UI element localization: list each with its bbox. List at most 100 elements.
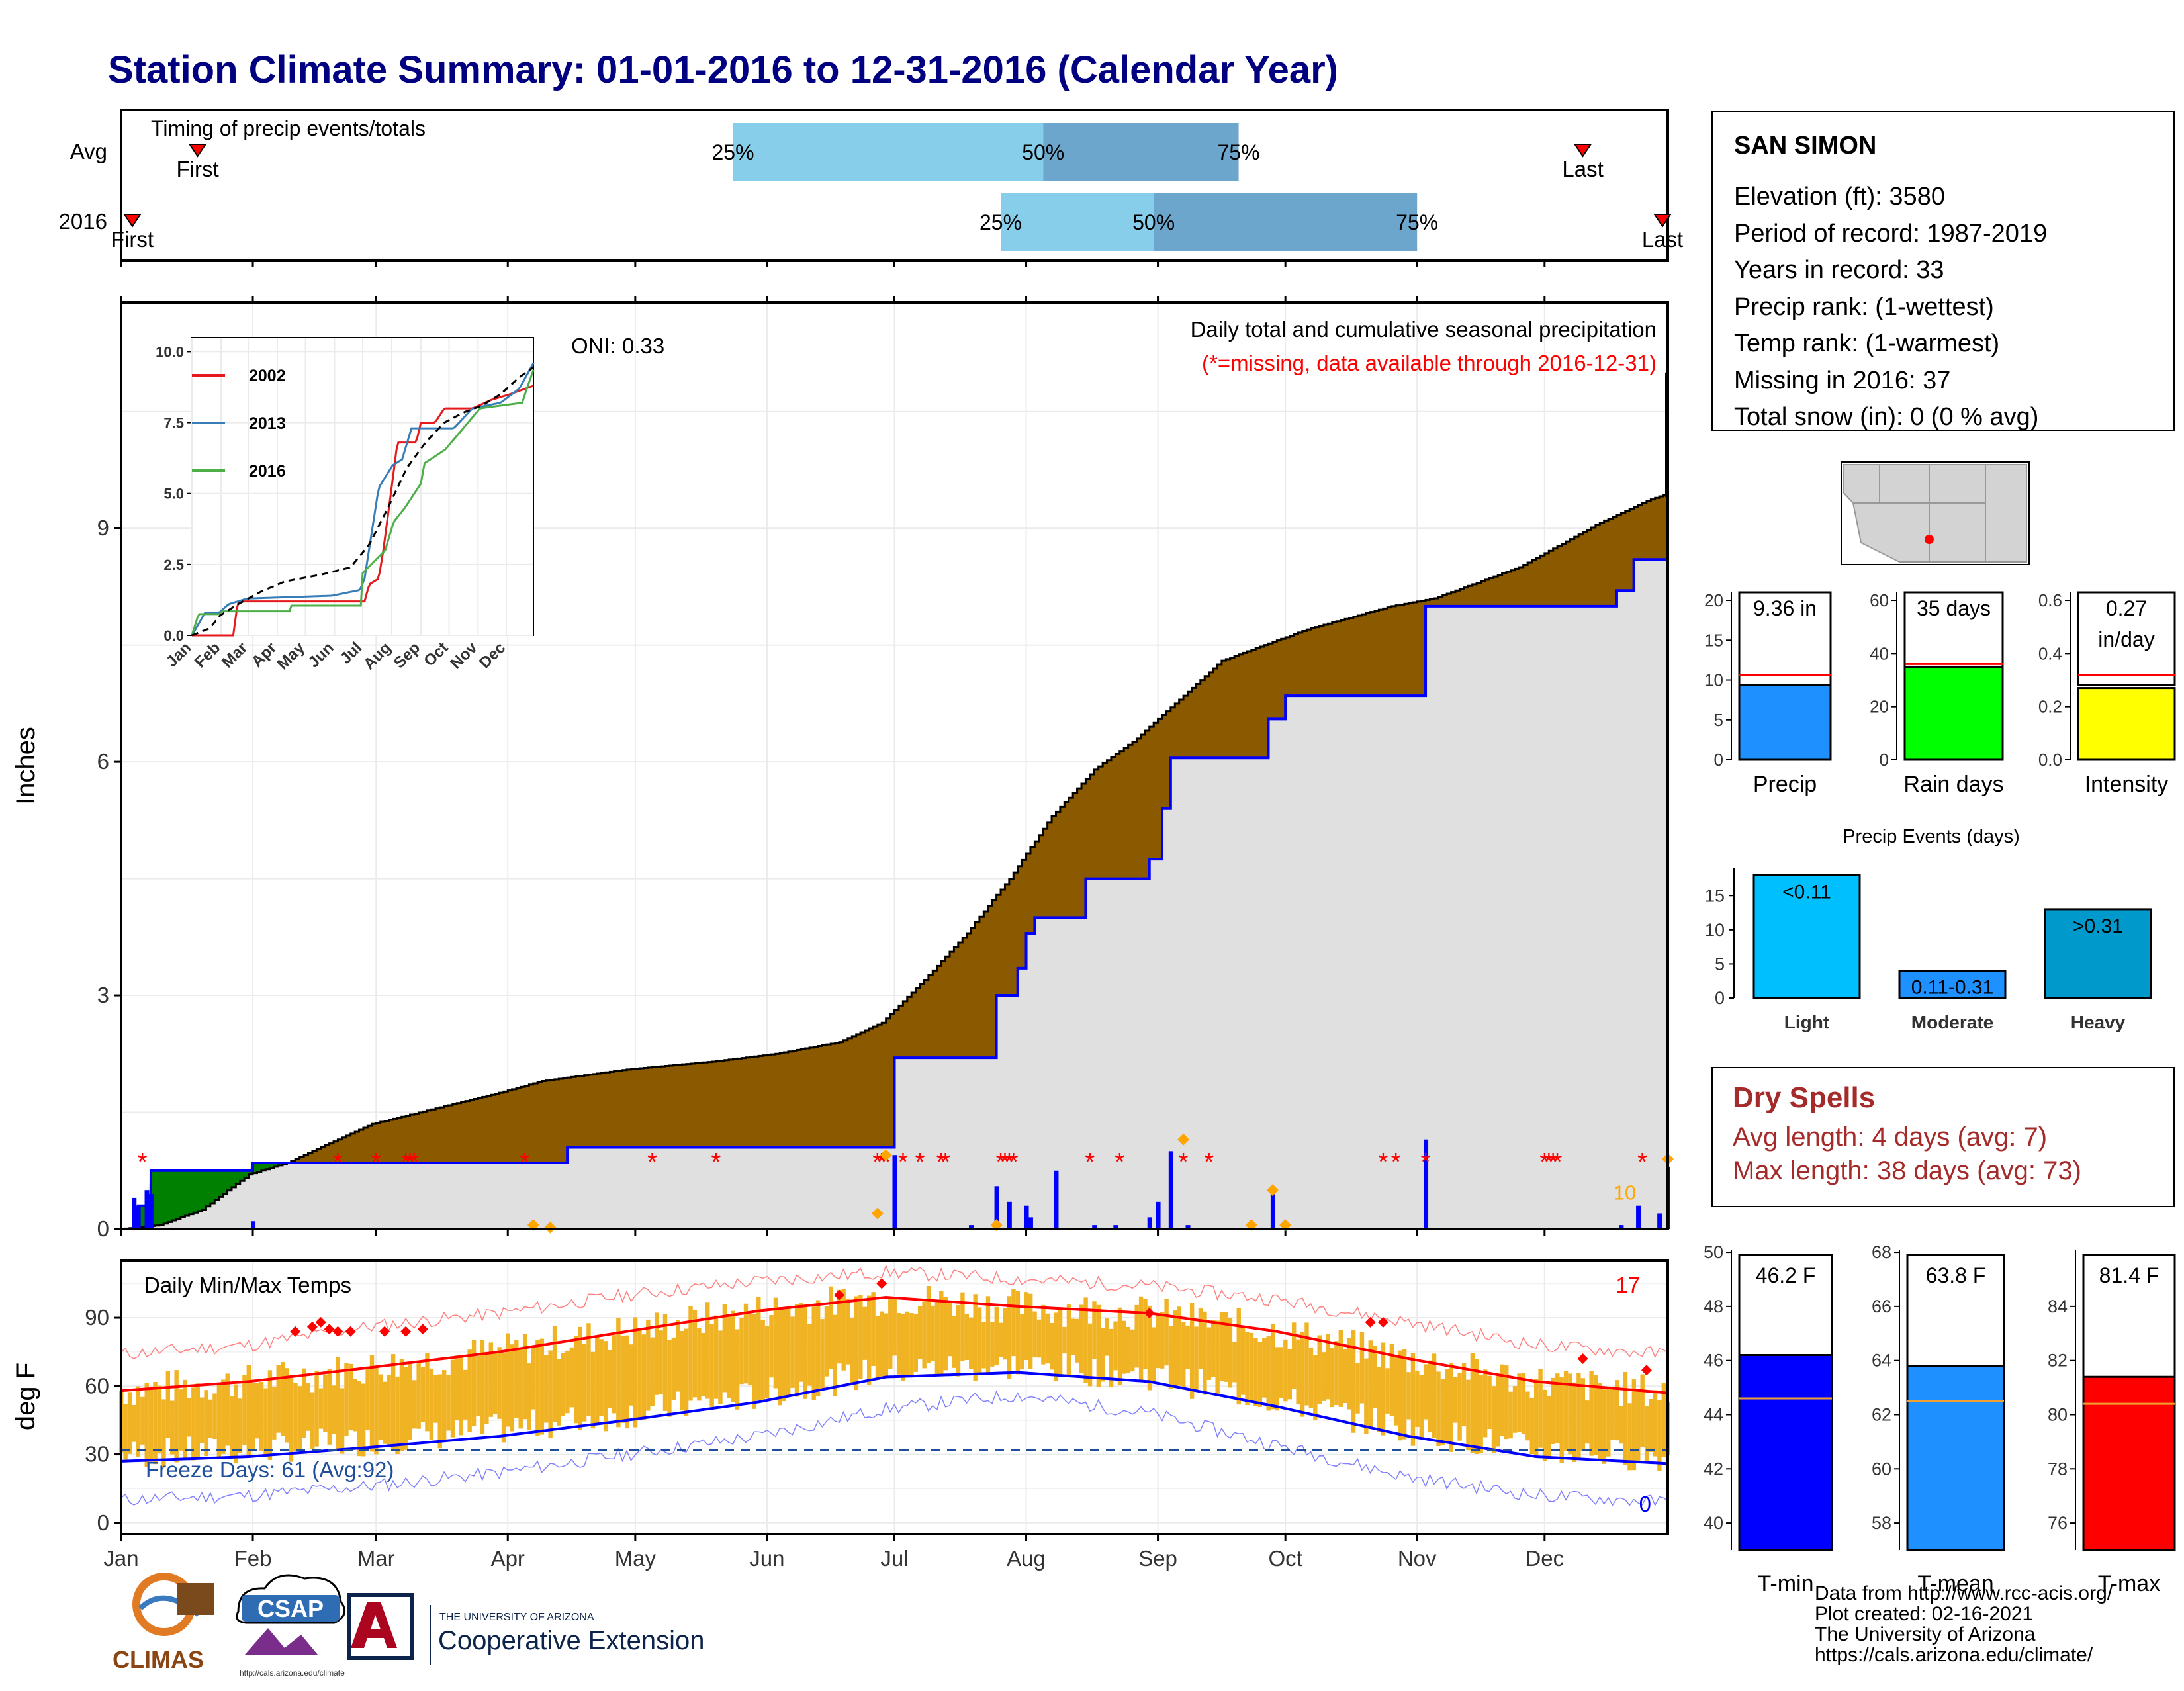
- daily-temp-bar: [1512, 1386, 1518, 1433]
- daily-temp-bar: [187, 1397, 192, 1437]
- daily-temp-bar: [608, 1350, 612, 1408]
- daily-temp-bar: [1487, 1375, 1492, 1430]
- daily-temp-bar: [578, 1326, 582, 1430]
- daily-temp-bar: [680, 1331, 684, 1411]
- daily-temp-bar: [390, 1354, 396, 1451]
- missing-day-marker: *: [936, 1148, 946, 1176]
- daily-temp-bar: [1475, 1359, 1479, 1454]
- daily-temp-bar: [272, 1387, 277, 1440]
- daily-temp-bar: [1292, 1322, 1297, 1389]
- daily-temp-bar: [1525, 1391, 1530, 1441]
- daily-temp-bar: [1496, 1374, 1500, 1447]
- timing-p50-label: 50%: [1132, 210, 1175, 234]
- daily-temp-bar: [221, 1379, 226, 1454]
- daily-temp-bar: [688, 1306, 693, 1401]
- daily-temp-bar: [727, 1314, 731, 1398]
- record-high-marker: [1365, 1316, 1376, 1328]
- small-bar-ytick-label: 15: [1704, 630, 1723, 650]
- daily-temp-bar: [999, 1322, 1003, 1357]
- map-state-nv: [1879, 464, 1930, 504]
- daily-temp-bar: [378, 1374, 383, 1440]
- daily-temp-bar: [884, 1313, 889, 1378]
- daily-temp-bar: [1122, 1320, 1126, 1374]
- timing-bar-light: [733, 123, 1044, 181]
- dry-spells-title: Dry Spells: [1733, 1081, 1876, 1114]
- daily-temp-bar: [1491, 1386, 1496, 1453]
- daily-temp-bar: [1105, 1318, 1109, 1356]
- timing-bar-dark: [1154, 193, 1418, 251]
- daily-temp-bar: [1079, 1304, 1084, 1373]
- daily-temp-bar: [480, 1340, 485, 1434]
- daily-precip-bar: [892, 1155, 897, 1229]
- daily-temp-bar: [1041, 1304, 1046, 1365]
- daily-temp-bar: [1028, 1293, 1033, 1369]
- month-label: Oct: [1268, 1546, 1302, 1571]
- daily-temp-bar: [1266, 1336, 1271, 1411]
- month-label: May: [615, 1546, 657, 1571]
- daily-temp-bar: [157, 1385, 162, 1454]
- daily-temp-bar: [1317, 1335, 1322, 1404]
- daily-temp-bar: [1253, 1338, 1258, 1406]
- record-min-line: [120, 1390, 1668, 1507]
- tbar-ytick-label: 68: [1872, 1242, 1891, 1262]
- daily-temp-bar: [1585, 1400, 1590, 1444]
- daily-temp-bar: [1321, 1352, 1326, 1401]
- daily-temp-bar: [1631, 1379, 1637, 1471]
- average-max-line: [120, 1296, 1668, 1394]
- daily-temp-bar: [786, 1308, 791, 1396]
- logos: CLIMAS CSAP http://cals.arizona.edu/clim…: [113, 1573, 704, 1678]
- daily-temp-bar: [850, 1318, 854, 1383]
- events-ytick-label: 0: [1715, 988, 1725, 1008]
- daily-temp-bar: [1326, 1334, 1330, 1400]
- daily-temp-bar: [195, 1383, 200, 1457]
- tbar: [1906, 1365, 2005, 1551]
- daily-temp-bar: [1538, 1369, 1543, 1448]
- daily-temp-bar: [1406, 1372, 1411, 1420]
- temp-ylabel: deg F: [11, 1363, 40, 1430]
- climas-logo: CLIMAS: [113, 1573, 214, 1673]
- daily-temp-bar: [212, 1393, 217, 1439]
- daily-temp-bar: [1211, 1320, 1216, 1377]
- daily-temp-bar: [1542, 1389, 1547, 1461]
- timing-p50-label: 50%: [1022, 140, 1064, 164]
- daily-temp-bar: [1240, 1328, 1246, 1395]
- daily-temp-bar: [1143, 1299, 1148, 1369]
- daily-temp-bar: [1015, 1291, 1021, 1375]
- station-name: SAN SIMON: [1734, 132, 1877, 160]
- daily-temp-bar: [216, 1385, 222, 1459]
- daily-temp-bar: [1245, 1331, 1250, 1406]
- missing-day-marker: *: [405, 1148, 415, 1176]
- daily-temp-bar: [336, 1357, 340, 1451]
- daily-temp-bar: [412, 1380, 417, 1429]
- small-bar: [2077, 687, 2176, 761]
- daily-temp-bar: [662, 1314, 668, 1411]
- daily-precip-bar: [1657, 1213, 1662, 1229]
- tbar-ytick-label: 40: [1704, 1513, 1723, 1533]
- daily-precip-bar: [1028, 1217, 1033, 1229]
- daily-temp-bar: [344, 1363, 349, 1436]
- daily-temp-bar: [1593, 1375, 1598, 1456]
- daily-temp-bar: [1147, 1305, 1152, 1391]
- daily-temp-bar: [573, 1336, 578, 1424]
- daily-temp-bar: [408, 1363, 412, 1440]
- daily-temp-bar: [1300, 1332, 1305, 1417]
- daily-temp-bar: [1024, 1292, 1028, 1361]
- daily-temp-bar: [1168, 1326, 1173, 1390]
- daily-temp-bar: [1054, 1312, 1058, 1382]
- daily-temp-bar: [374, 1367, 379, 1455]
- small-bar-xlabel: Rain days: [1903, 772, 2003, 797]
- daily-temp-bar: [314, 1370, 319, 1447]
- missing-day-marker: *: [1421, 1148, 1431, 1176]
- daily-precip-bar: [132, 1197, 137, 1229]
- daily-temp-bar: [909, 1313, 914, 1375]
- daily-precip-bar: [144, 1190, 150, 1229]
- daily-temp-bar: [939, 1291, 944, 1377]
- daily-temp-bar: [803, 1306, 808, 1399]
- daily-precip-bar: [969, 1225, 974, 1229]
- daily-temp-bar: [888, 1297, 893, 1369]
- daily-temp-bar: [191, 1387, 196, 1461]
- daily-temp-bar: [170, 1400, 175, 1455]
- daily-temp-bar: [310, 1392, 315, 1450]
- precip-frame: [120, 301, 1669, 1230]
- daily-temp-bar: [204, 1390, 208, 1457]
